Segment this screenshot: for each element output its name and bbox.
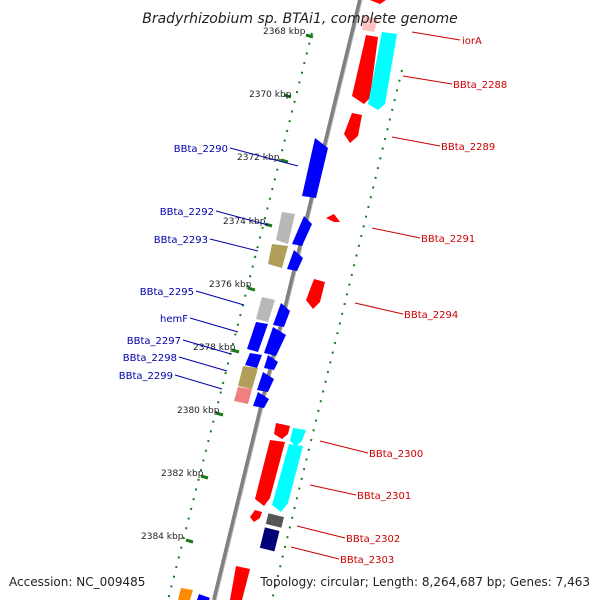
- gene-BBta_2295a[interactable]: [256, 297, 275, 322]
- leader-line: [174, 374, 223, 390]
- leader-line: [402, 75, 453, 85]
- gene-top-edge[interactable]: [370, 0, 386, 4]
- gene-label[interactable]: BBta_2288: [453, 80, 507, 91]
- gene-hemF[interactable]: [247, 322, 268, 352]
- leader-line: [391, 136, 441, 147]
- gene-BBta_2302[interactable]: [250, 510, 262, 522]
- gene-label[interactable]: BBta_2292: [160, 207, 214, 218]
- gene-BBta_2298[interactable]: [238, 366, 258, 389]
- gene-label[interactable]: BBta_2297: [127, 336, 181, 347]
- map-title: Bradyrhizobium sp. BTAi1, complete genom…: [142, 11, 458, 27]
- leader-line: [195, 290, 245, 306]
- gene-label[interactable]: BBta_2295: [140, 287, 194, 298]
- forward-strand-features: [178, 138, 328, 600]
- gene-bottom-blue[interactable]: [197, 594, 210, 600]
- ruler-tick-label: 2384 kbp: [141, 532, 184, 542]
- gene-BBta_2297b[interactable]: [264, 355, 278, 370]
- gene-label[interactable]: iorA: [462, 36, 482, 47]
- tick-mark: [247, 286, 256, 292]
- leader-line: [319, 440, 369, 454]
- gene-BBta_2299b[interactable]: [253, 392, 269, 408]
- gene-BBta_2303[interactable]: [259, 527, 280, 552]
- gene-top-light[interactable]: [362, 17, 378, 32]
- leader-line: [229, 147, 299, 167]
- gene-BBta_2301[interactable]: [255, 440, 285, 506]
- ruler-tick-label: 2370 kbp: [249, 90, 292, 100]
- gene-bottom-orange[interactable]: [178, 588, 193, 600]
- ruler-tick-label: 2374 kbp: [223, 217, 266, 227]
- gene-BBta_2301b[interactable]: [272, 444, 303, 512]
- leader-line: [411, 31, 461, 41]
- ruler-labels: 2368 kbp 2370 kbp 2372 kbp 2374 kbp 2376…: [141, 27, 306, 542]
- tick-mark: [231, 348, 240, 354]
- leader-line: [309, 484, 357, 496]
- leader-line: [182, 339, 232, 355]
- gene-BBta_2294[interactable]: [306, 279, 325, 309]
- gene-BBta_2293[interactable]: [287, 250, 303, 271]
- genome-backbone: [212, 0, 362, 600]
- gene-BBta_2292a[interactable]: [276, 212, 295, 244]
- ruler-tick-label: 2380 kbp: [177, 406, 220, 416]
- leader-line: [189, 317, 239, 333]
- reverse-gene-labels: iorA BBta_2288 BBta_2289 BBta_2291 BBta_…: [340, 36, 507, 566]
- reverse-strand-features: [230, 0, 397, 600]
- gene-label[interactable]: BBta_2289: [441, 142, 495, 153]
- reverse-leader-lines: [290, 31, 461, 560]
- gene-BBta_2291[interactable]: [326, 214, 340, 222]
- gene-BBta_2299[interactable]: [234, 387, 252, 404]
- gene-BBta_2298b[interactable]: [257, 372, 274, 392]
- ruler-tick-label: 2382 kbp: [161, 469, 204, 479]
- gene-label[interactable]: BBta_2293: [154, 235, 208, 246]
- leader-line: [215, 210, 269, 226]
- gene-label[interactable]: BBta_2301: [357, 491, 411, 502]
- gene-BBta_2293a[interactable]: [268, 244, 288, 268]
- gene-BBta_2300b[interactable]: [290, 428, 306, 446]
- tick-mark: [215, 411, 224, 417]
- gene-label[interactable]: BBta_2290: [174, 144, 228, 155]
- ruler-tick-label: 2372 kbp: [237, 153, 280, 163]
- leader-line: [354, 302, 404, 315]
- forward-gene-labels: BBta_2290 BBta_2292 BBta_2293 BBta_2295 …: [119, 144, 228, 382]
- gene-BBta_2300[interactable]: [274, 423, 290, 439]
- tick-mark: [305, 33, 314, 39]
- gene-label[interactable]: hemF: [160, 314, 188, 325]
- leader-line: [296, 525, 346, 539]
- accession-caption: Accession: NC_009485: [9, 575, 145, 589]
- tick-mark: [280, 158, 289, 164]
- gene-BBta_2302b[interactable]: [265, 513, 284, 528]
- gene-label[interactable]: BBta_2303: [340, 555, 394, 566]
- gene-label[interactable]: BBta_2294: [404, 310, 458, 321]
- gene-label[interactable]: BBta_2300: [369, 449, 423, 460]
- gene-label[interactable]: BBta_2299: [119, 371, 173, 382]
- tick-mark: [185, 538, 194, 544]
- forward-leader-lines: [174, 147, 299, 390]
- right-tick-track: [271, 69, 403, 600]
- gene-label[interactable]: BBta_2298: [123, 353, 177, 364]
- gene-label[interactable]: BBta_2302: [346, 534, 400, 545]
- ruler-tick-label: 2376 kbp: [209, 280, 252, 290]
- gene-iorA[interactable]: [352, 35, 378, 104]
- tick-mark: [283, 93, 292, 99]
- ruler-tick-label: 2378 kbp: [193, 343, 236, 353]
- leader-line: [178, 356, 228, 372]
- leader-line: [209, 238, 259, 252]
- gene-BBta_2297[interactable]: [245, 353, 262, 368]
- gene-BBta_2295[interactable]: [273, 303, 290, 327]
- leader-line: [290, 546, 340, 560]
- ruler-tick-label: 2368 kbp: [263, 27, 306, 37]
- genome-backbone-highlight: [215, 0, 363, 600]
- gene-label[interactable]: BBta_2291: [421, 234, 475, 245]
- topology-caption: Topology: circular; Length: 8,264,687 bp…: [259, 575, 590, 589]
- tick-mark: [200, 474, 209, 480]
- left-tick-track: [167, 32, 313, 600]
- gene-bottom-red[interactable]: [230, 566, 250, 600]
- gene-BBta_2288[interactable]: [368, 32, 397, 110]
- gene-BBta_2290[interactable]: [302, 138, 328, 198]
- gene-BBta_2289[interactable]: [344, 113, 362, 143]
- gene-BBta_2292[interactable]: [292, 216, 312, 246]
- gene-hemF-b[interactable]: [264, 327, 286, 356]
- leader-line: [371, 227, 421, 239]
